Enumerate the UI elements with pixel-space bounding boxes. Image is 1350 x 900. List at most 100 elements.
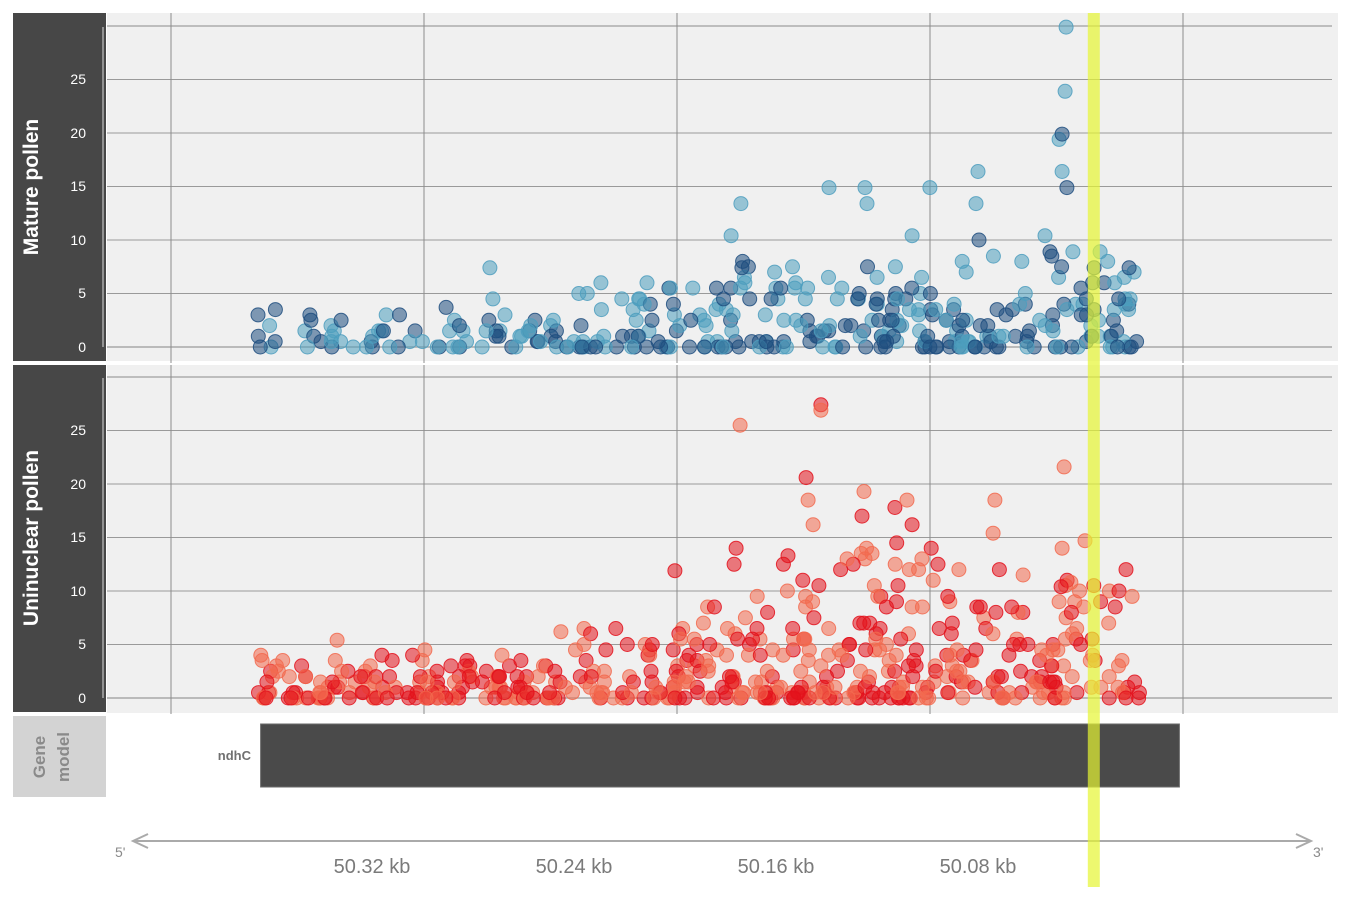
mature-data-point[interactable]: [571, 286, 587, 301]
mature-data-point[interactable]: [1045, 323, 1061, 339]
uninuclear-data-point[interactable]: [695, 615, 711, 631]
uninuclear-data-point[interactable]: [341, 690, 357, 706]
uninuclear-data-point[interactable]: [908, 642, 924, 658]
uninuclear-data-point[interactable]: [1053, 579, 1069, 595]
uninuclear-data-point[interactable]: [619, 637, 635, 652]
uninuclear-data-point[interactable]: [795, 572, 811, 588]
uninuclear-data-point[interactable]: [905, 669, 921, 685]
mature-data-point[interactable]: [497, 307, 513, 323]
mature-data-point[interactable]: [1059, 302, 1075, 318]
uninuclear-data-point[interactable]: [1006, 637, 1021, 652]
mature-data-point[interactable]: [1054, 259, 1070, 275]
mature-data-point[interactable]: [709, 280, 724, 296]
uninuclear-data-point[interactable]: [839, 551, 855, 567]
mature-data-point[interactable]: [520, 323, 536, 339]
mature-data-point[interactable]: [1110, 339, 1125, 355]
uninuclear-data-point[interactable]: [949, 642, 965, 658]
uninuclear-data-point[interactable]: [1020, 637, 1036, 652]
mature-data-point[interactable]: [884, 312, 900, 328]
uninuclear-data-point[interactable]: [890, 685, 905, 701]
uninuclear-data-point[interactable]: [283, 690, 299, 706]
mature-data-point[interactable]: [1121, 302, 1137, 318]
mature-data-point[interactable]: [724, 323, 740, 339]
mature-data-point[interactable]: [785, 259, 800, 275]
uninuclear-data-point[interactable]: [940, 685, 956, 701]
uninuclear-data-point[interactable]: [773, 679, 789, 695]
mature-data-point[interactable]: [450, 339, 466, 355]
uninuclear-data-point[interactable]: [856, 484, 872, 499]
uninuclear-data-point[interactable]: [1057, 631, 1073, 647]
mature-data-point[interactable]: [1065, 244, 1081, 260]
uninuclear-data-point[interactable]: [702, 637, 718, 652]
uninuclear-data-point[interactable]: [542, 685, 558, 701]
uninuclear-data-point[interactable]: [969, 599, 985, 615]
uninuclear-data-point[interactable]: [497, 685, 512, 701]
uninuclear-data-point[interactable]: [258, 690, 274, 706]
uninuclear-data-point[interactable]: [985, 525, 1001, 541]
mature-data-point[interactable]: [971, 232, 987, 248]
uninuclear-data-point[interactable]: [706, 599, 722, 615]
mature-data-point[interactable]: [650, 334, 666, 350]
uninuclear-data-point[interactable]: [853, 663, 868, 679]
mature-data-point[interactable]: [683, 312, 699, 328]
uninuclear-data-point[interactable]: [806, 610, 822, 626]
mature-data-point[interactable]: [485, 291, 501, 307]
mature-data-point[interactable]: [392, 307, 407, 323]
uninuclear-data-point[interactable]: [749, 621, 765, 636]
mature-data-point[interactable]: [1059, 180, 1075, 196]
mature-data-point[interactable]: [1064, 339, 1080, 355]
mature-data-point[interactable]: [474, 339, 490, 355]
uninuclear-data-point[interactable]: [793, 663, 809, 679]
uninuclear-data-point[interactable]: [737, 610, 753, 626]
uninuclear-data-point[interactable]: [734, 685, 750, 701]
uninuclear-data-point[interactable]: [866, 578, 882, 594]
mature-data-point[interactable]: [968, 196, 984, 212]
mature-data-point[interactable]: [922, 286, 938, 301]
uninuclear-data-point[interactable]: [930, 556, 946, 572]
mature-data-point[interactable]: [267, 334, 283, 350]
mature-data-point[interactable]: [1073, 280, 1089, 296]
uninuclear-data-point[interactable]: [944, 615, 960, 631]
mature-data-point[interactable]: [359, 339, 374, 355]
uninuclear-data-point[interactable]: [418, 690, 434, 706]
uninuclear-data-point[interactable]: [888, 647, 904, 663]
mature-data-point[interactable]: [757, 307, 773, 323]
mature-data-point[interactable]: [588, 339, 604, 355]
uninuclear-data-point[interactable]: [798, 588, 814, 604]
mature-data-point[interactable]: [859, 196, 875, 212]
mature-data-point[interactable]: [725, 307, 741, 323]
mature-data-point[interactable]: [991, 328, 1007, 344]
uninuclear-data-point[interactable]: [313, 674, 328, 690]
uninuclear-data-point[interactable]: [719, 647, 734, 663]
mature-data-point[interactable]: [299, 339, 315, 355]
mature-data-point[interactable]: [573, 318, 589, 334]
uninuclear-data-point[interactable]: [1063, 604, 1079, 620]
mature-data-point[interactable]: [1019, 339, 1035, 355]
mature-data-point[interactable]: [250, 307, 266, 323]
uninuclear-data-point[interactable]: [887, 556, 903, 572]
mature-data-point[interactable]: [822, 318, 837, 334]
uninuclear-data-point[interactable]: [1054, 540, 1070, 556]
mature-data-point[interactable]: [890, 291, 905, 307]
mature-data-point[interactable]: [262, 318, 278, 334]
mature-data-point[interactable]: [970, 164, 986, 179]
uninuclear-data-point[interactable]: [648, 679, 664, 695]
mature-data-point[interactable]: [929, 339, 945, 355]
mature-data-point[interactable]: [972, 318, 988, 334]
uninuclear-data-point[interactable]: [923, 540, 939, 556]
mature-data-point[interactable]: [821, 180, 837, 196]
uninuclear-data-point[interactable]: [864, 546, 880, 561]
uninuclear-data-point[interactable]: [1101, 669, 1117, 685]
uninuclear-data-point[interactable]: [1118, 690, 1134, 706]
uninuclear-data-point[interactable]: [623, 685, 639, 701]
uninuclear-data-point[interactable]: [868, 631, 884, 647]
mature-data-point[interactable]: [776, 312, 792, 328]
mature-data-point[interactable]: [1049, 339, 1065, 355]
mature-data-point[interactable]: [857, 180, 873, 196]
uninuclear-data-point[interactable]: [384, 653, 400, 668]
mature-data-point[interactable]: [733, 196, 749, 212]
uninuclear-data-point[interactable]: [811, 578, 827, 594]
mature-data-point[interactable]: [482, 260, 498, 276]
uninuclear-data-point[interactable]: [700, 663, 716, 679]
mature-data-point[interactable]: [914, 269, 930, 285]
